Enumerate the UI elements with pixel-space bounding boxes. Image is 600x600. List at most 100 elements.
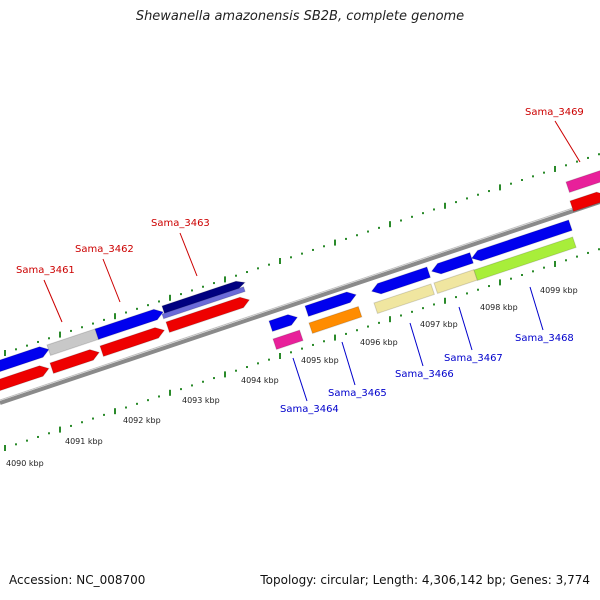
gene-red-2-outline — [49, 349, 100, 375]
scale-label: 4095 kbp — [301, 356, 339, 365]
gene-lime-1-shape — [474, 237, 577, 281]
gene-khaki-2-shape — [434, 269, 478, 294]
gene-blue-2 — [94, 308, 164, 341]
gene-khaki-2-outline — [433, 269, 478, 295]
gene-lavender-1-shape — [162, 286, 246, 319]
gene-blue-7 — [470, 219, 573, 262]
map-title: Shewanella amazonensis SB2B, complete ge… — [135, 9, 465, 24]
gene-lavender-1-outline — [161, 286, 246, 320]
gene-red-3-outline — [99, 327, 166, 358]
gene-blue-1-shape — [0, 346, 49, 373]
gene-blue-6-outline — [430, 252, 474, 275]
gene-label: Sama_3464 — [280, 404, 339, 415]
gene-red-2 — [49, 349, 100, 375]
gene-orange-1-outline — [308, 305, 363, 335]
gene-blue-4-outline — [304, 291, 357, 318]
gene-red-5 — [569, 191, 600, 213]
gene-blue-2-shape — [95, 309, 164, 340]
gene-label: Sama_3468 — [515, 333, 574, 344]
gene-leader-line — [341, 341, 356, 386]
gene-pink-1-shape — [273, 330, 304, 350]
gene-pink-1 — [272, 329, 304, 351]
gene-blue-3-outline — [268, 314, 299, 333]
gene-lime-1 — [473, 236, 577, 282]
gene-label: Sama_3462 — [75, 244, 134, 255]
gene-blue-7-shape — [471, 220, 573, 261]
gene-blue-3-shape — [269, 314, 298, 332]
scale-label: 4099 kbp — [540, 286, 578, 295]
gene-blue-4-shape — [305, 292, 357, 317]
gene-leader-line — [179, 232, 198, 277]
gene-label: Sama_3463 — [151, 218, 210, 229]
lower-tick-row — [4, 248, 600, 451]
backbone — [0, 198, 600, 405]
gene-red-2-shape — [50, 349, 100, 374]
scale-label: 4098 kbp — [480, 303, 518, 312]
scale-label: 4092 kbp — [123, 416, 161, 425]
gene-blue-6 — [430, 252, 474, 275]
gene-leader-line — [458, 306, 473, 351]
gene-label: Sama_3465 — [328, 388, 387, 399]
gene-khaki-2 — [433, 269, 478, 295]
backbone-line — [0, 200, 600, 405]
gene-blue-6-shape — [431, 252, 474, 274]
gene-blue-5-outline — [370, 266, 432, 295]
backbone-highlight — [0, 198, 600, 401]
gene-red-1-shape — [0, 365, 49, 392]
gene-lime-1-outline — [473, 236, 577, 282]
gene-red-3-shape — [100, 327, 165, 357]
gene-gray-1-shape — [47, 328, 100, 356]
gene-navy-1-shape — [162, 281, 245, 314]
accession-text: Accession: NC_008700 — [9, 573, 146, 587]
scale-labels: 4090 kbp 4091 kbp 4092 kbp 4093 kbp 4094 kbp… — [6, 286, 578, 468]
gene-features — [0, 168, 600, 393]
gene-pink-2-shape — [566, 169, 600, 193]
gene-khaki-1-shape — [374, 283, 435, 314]
gene-navy-1 — [161, 280, 246, 315]
gene-pink-2 — [565, 168, 600, 194]
scale-label: 4097 kbp — [420, 320, 458, 329]
gene-red-4 — [165, 296, 251, 334]
upper-tick-row — [4, 153, 600, 356]
genome-stats-text: Topology: circular; Length: 4,306,142 bp… — [260, 573, 590, 587]
gene-red-5-shape — [570, 192, 600, 212]
gene-red-1-outline — [0, 365, 50, 393]
gene-blue-3 — [268, 314, 299, 333]
gene-navy-1-outline — [161, 280, 246, 315]
gene-leader-line — [529, 286, 544, 331]
gene-blue-5-shape — [371, 266, 431, 294]
scale-label: 4096 kbp — [360, 338, 398, 347]
gene-lavender-1 — [161, 286, 246, 320]
scale-label: 4094 kbp — [241, 376, 279, 385]
gene-pink-2-outline — [565, 168, 600, 194]
gene-label: Sama_3461 — [16, 265, 75, 276]
scale-label: 4093 kbp — [182, 396, 220, 405]
gene-label: Sama_3467 — [444, 353, 503, 364]
gene-leader-line — [554, 120, 581, 163]
gene-red-1 — [0, 365, 50, 393]
gene-leader-line — [43, 279, 63, 323]
gene-label: Sama_3469 — [525, 107, 584, 118]
gene-blue-1 — [0, 346, 50, 374]
gene-blue-7-outline — [470, 219, 573, 262]
gene-orange-1 — [308, 305, 363, 335]
gene-orange-1-shape — [309, 306, 362, 334]
gene-blue-5 — [370, 266, 432, 295]
gene-leader-line — [292, 357, 308, 402]
scale-label: 4090 kbp — [6, 459, 44, 468]
gene-khaki-1-outline — [373, 283, 436, 315]
gene-khaki-1 — [373, 283, 436, 315]
gene-leader-line — [409, 322, 424, 367]
gene-blue-1-outline — [0, 346, 50, 374]
gene-leader-line — [102, 258, 121, 303]
gene-blue-4 — [304, 291, 357, 318]
gene-red-4-shape — [166, 297, 250, 333]
gene-pink-1-outline — [272, 329, 304, 351]
gene-label: Sama_3466 — [395, 369, 454, 380]
gene-red-4-outline — [165, 296, 251, 334]
gene-red-5-outline — [569, 191, 600, 213]
gene-red-3 — [99, 327, 166, 358]
